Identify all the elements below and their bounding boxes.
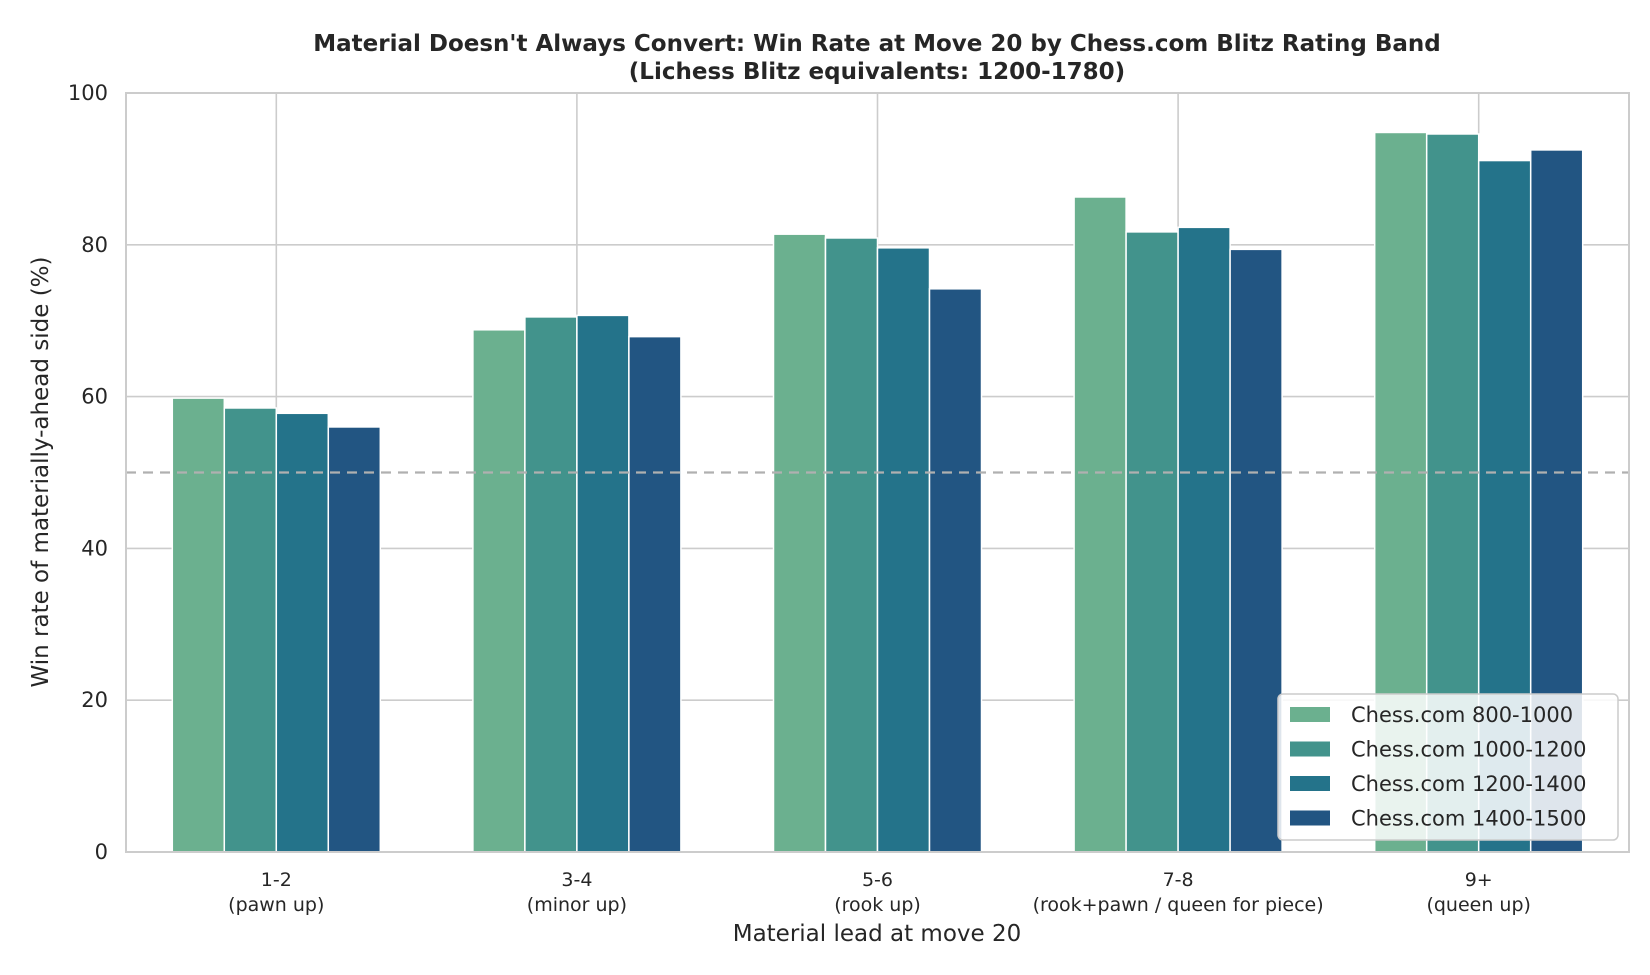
bar [524,316,578,853]
bar [928,288,983,853]
bar [275,412,330,853]
legend: Chess.com 800-1000 Chess.com 1000-1200 Che… [1277,693,1619,841]
bar [876,247,931,853]
legend-label: Chess.com 1400-1500 [1351,807,1586,831]
bar [628,335,682,853]
bar [576,314,630,853]
legend-swatch [1290,810,1330,826]
legend-swatch [1290,707,1330,722]
bar [223,407,278,853]
bar [1229,248,1283,853]
chart-title: Material Doesn't Always Convert: Win Rat… [313,31,1441,57]
y-axis-label: Win rate of materially-ahead side (%) [28,257,54,688]
legend-swatch [1290,776,1330,791]
x-axis-label: Material lead at move 20 [733,921,1022,947]
x-tick-label: 1-2 [261,869,292,891]
y-tick-label: 100 [68,81,108,105]
bar [171,397,226,853]
x-tick-label: 5-6 [862,869,893,891]
bars [171,131,1584,853]
legend-label: Chess.com 800-1000 [1351,703,1573,727]
legend-swatch [1290,741,1330,757]
x-tick-sublabel: (pawn up) [228,894,324,916]
bar [1073,196,1127,853]
x-tick-label: 3-4 [561,869,592,891]
x-tick-sublabel: (rook up) [834,894,921,916]
y-tick-label: 80 [81,233,108,257]
bar [472,329,526,853]
x-tick-label: 9+ [1465,869,1493,891]
bar [772,233,827,853]
x-tick-sublabel: (minor up) [527,894,627,916]
bar [327,426,382,853]
y-tick-label: 0 [95,840,108,864]
bar [1125,231,1179,853]
bar [1177,226,1231,853]
y-axis-ticks: 0 20 40 60 80 100 [68,81,108,864]
x-tick-sublabel: (rook+pawn / queen for piece) [1033,894,1324,916]
legend-label: Chess.com 1000-1200 [1351,738,1586,762]
y-tick-label: 60 [81,385,108,409]
chart-subtitle: (Lichess Blitz equivalents: 1200-1780) [629,59,1125,85]
plot-frame [125,92,1630,853]
x-tick-label: 7-8 [1163,869,1194,891]
x-axis-ticks: 1-2 (pawn up) 3-4 (minor up) 5-6 (rook up) 7-8… [228,869,1531,916]
legend-label: Chess.com 1200-1400 [1351,772,1586,796]
x-tick-sublabel: (queen up) [1426,894,1531,916]
y-tick-label: 20 [81,688,108,712]
legend-box [1277,693,1619,841]
bar [824,237,879,853]
y-tick-label: 40 [81,536,108,560]
